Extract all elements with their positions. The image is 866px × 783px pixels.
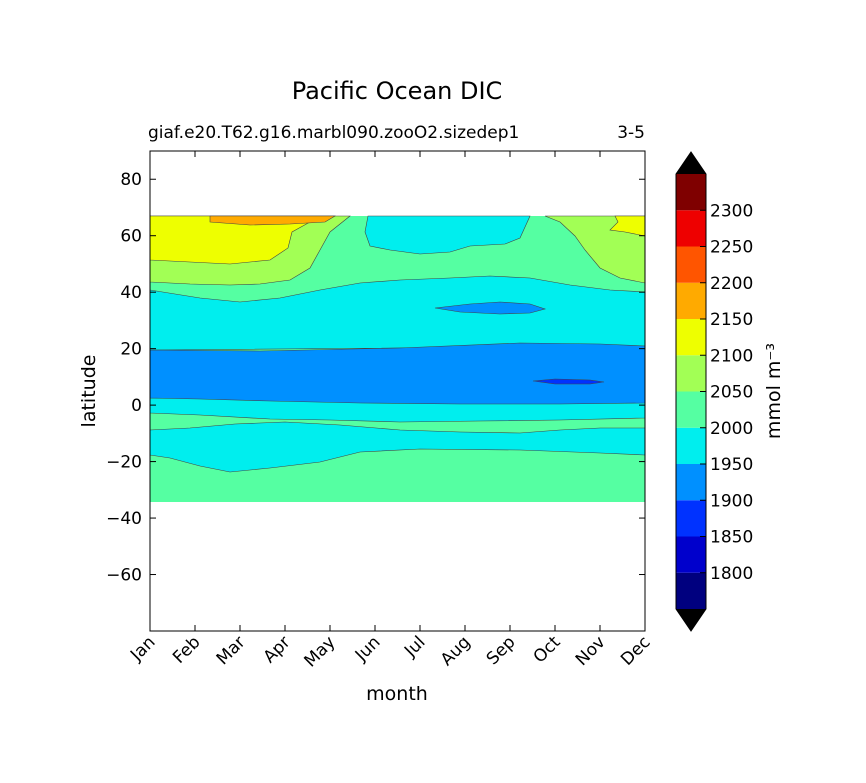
y-axis-label: latitude: [78, 355, 100, 428]
y-tick-label: −40: [106, 509, 142, 529]
contour-north-1950-upper: [364, 215, 531, 255]
x-tick-label: Jun: [351, 632, 385, 666]
colorbar-tick-label: 1850: [710, 528, 753, 548]
x-tick-label: Dec: [617, 632, 654, 669]
chart-title: Pacific Ocean DIC: [292, 77, 503, 105]
x-tick-label: Jan: [126, 632, 159, 665]
colorbar: 1800 1850 1900 1950 2000 2050 2100 2150 2200 2250…: [675, 151, 753, 632]
colorbar-tick-label: 2300: [710, 201, 753, 221]
colorbar-tick-label: 1900: [710, 491, 753, 511]
x-tick-label: Jul: [400, 632, 429, 661]
chart-subtitle-left: giaf.e20.T62.g16.marbl090.zooO2.sizedep1: [148, 123, 519, 143]
contour-north-2150: [209, 215, 337, 226]
contour-patch-1900: [434, 301, 547, 315]
colorbar-segment: [676, 391, 706, 428]
colorbar-segment: [676, 427, 706, 464]
colorbar-tick-label: 1950: [710, 455, 753, 475]
plot-frame: [149, 150, 646, 632]
contour-south-1950: [150, 421, 645, 473]
colorbar-segment: [676, 282, 706, 319]
y-tick-label: 60: [120, 227, 142, 247]
x-tick-label: Aug: [437, 632, 475, 670]
colorbar-tick-label: 2150: [710, 310, 753, 330]
x-tick-label: Sep: [483, 632, 520, 669]
colorbar-extend-min: [676, 609, 706, 631]
x-tick-label: Feb: [169, 632, 204, 667]
y-tick-label: 20: [120, 340, 142, 360]
colorbar-segment: [676, 536, 706, 573]
x-tick-label: Oct: [530, 632, 565, 667]
contour-patch-1850: [532, 378, 605, 385]
y-tick-label: 80: [120, 170, 142, 190]
y-tick-label: 40: [120, 283, 142, 303]
contour-tropic-1900: [150, 342, 645, 405]
colorbar-extend-max: [676, 152, 706, 174]
colorbar-segment: [676, 572, 706, 609]
colorbar-tick-label: 2200: [710, 274, 753, 294]
contour-fill: [150, 215, 645, 502]
y-tick-label: −20: [106, 453, 142, 473]
y-tick-label: 0: [131, 396, 142, 416]
colorbar-segment: [676, 319, 706, 356]
x-tick-label: Apr: [260, 632, 295, 667]
colorbar-segment: [676, 500, 706, 537]
contour-north-2050-east: [544, 215, 645, 284]
x-tick-label: Mar: [213, 632, 250, 669]
x-tick-label: May: [301, 632, 340, 671]
x-axis-label: month: [366, 683, 428, 705]
colorbar-segment: [676, 464, 706, 501]
colorbar-label: mmol m⁻³: [763, 343, 785, 439]
y-tick-label: −60: [106, 566, 142, 586]
y-axis: 80 60 40 20 0 −20 −40 −60: [106, 170, 645, 586]
contour-north-2100-east: [609, 215, 645, 237]
colorbar-segment: [676, 246, 706, 283]
colorbar-tick-label: 1800: [710, 564, 753, 584]
contour-north-1950: [150, 275, 645, 351]
colorbar-tick-label: 2050: [710, 383, 753, 403]
colorbar-tick-label: 2000: [710, 419, 753, 439]
colorbar-segment: [676, 210, 706, 247]
colorbar-segment: [676, 174, 706, 211]
colorbar-tick-label: 2100: [710, 346, 753, 366]
colorbar-segment: [676, 355, 706, 392]
x-tick-label: Nov: [572, 632, 610, 670]
colorbar-outline: [675, 151, 707, 632]
colorbar-tick-label: 2250: [710, 238, 753, 258]
chart-subtitle-right: 3-5: [617, 123, 645, 143]
